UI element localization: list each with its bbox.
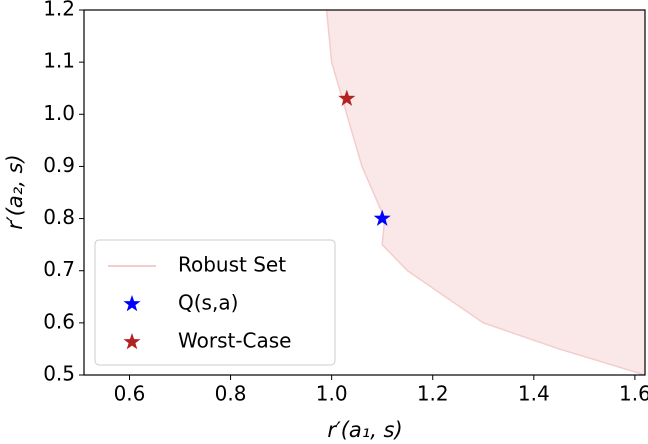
- legend-label: Worst-Case: [178, 329, 292, 353]
- y-tick-label: 0.9: [43, 153, 75, 177]
- x-tick-label: 1.0: [316, 382, 348, 406]
- region-edge: [325, 9, 646, 376]
- star-marker: [338, 89, 356, 106]
- x-tick-label: 1.4: [518, 382, 550, 406]
- legend-label: Q(s,a): [178, 291, 238, 315]
- x-tick-label: 1.2: [417, 382, 449, 406]
- y-tick-label: 0.7: [43, 257, 75, 281]
- region-fill: [326, 10, 645, 375]
- legend: Robust Set Q(s,a) Worst-Case: [94, 239, 336, 366]
- legend-label: Robust Set: [178, 253, 286, 277]
- legend-swatch: [123, 333, 141, 350]
- y-tick-label: 1.0: [43, 101, 75, 125]
- y-axis-label: r′(a₂, s): [3, 154, 27, 229]
- plot-frame: [83, 9, 646, 376]
- y-tick-label: 0.6: [43, 309, 75, 333]
- x-tick-label: 0.8: [215, 382, 247, 406]
- x-tick-label: 0.6: [114, 382, 146, 406]
- x-axis-label: r′(a₁, s): [327, 418, 402, 442]
- x-tick-label: 1.6: [619, 382, 648, 406]
- legend-swatch: [123, 295, 141, 312]
- y-tick-label: 1.2: [43, 0, 75, 21]
- y-tick-label: 0.8: [43, 205, 75, 229]
- star-marker: [373, 209, 391, 226]
- y-tick-label: 1.1: [43, 49, 75, 73]
- legend-box: [94, 239, 336, 366]
- y-tick-label: 0.5: [43, 362, 75, 386]
